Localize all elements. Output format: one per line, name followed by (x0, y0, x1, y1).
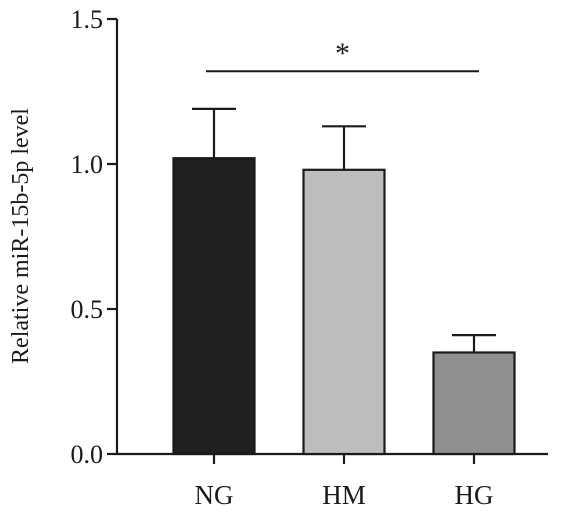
y-axis-title: Relative miR-15b-5p level (8, 108, 34, 364)
bar-hm (302, 168, 386, 456)
bars (172, 157, 516, 456)
y-tick-label: 0.5 (71, 295, 104, 324)
error-bars (192, 107, 496, 353)
x-tick-label: HM (322, 480, 366, 510)
bar-ng (172, 157, 256, 456)
x-tick-label: NG (195, 480, 234, 510)
x-tick-label: HG (455, 480, 494, 510)
x-tick-labels: NG HM HG (195, 480, 494, 510)
y-axis-title-group: Relative miR-15b-5p level (8, 108, 34, 364)
y-tick-label: 1.0 (71, 150, 104, 179)
significance-annotations: * (206, 37, 479, 73)
significance-star: * (335, 37, 350, 70)
y-tick-label: 1.5 (71, 5, 104, 34)
y-tick-label: 0.0 (71, 440, 104, 469)
bar-hg (432, 351, 516, 456)
